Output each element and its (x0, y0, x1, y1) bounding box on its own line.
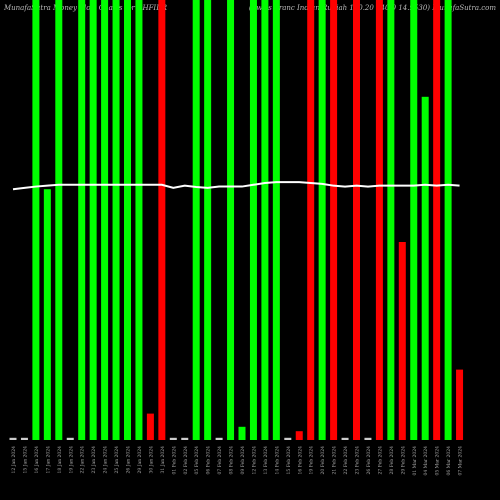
x-tick-label: 05 Mar 2024 (435, 446, 441, 476)
x-tick-label: 09 Feb 2024 (240, 446, 246, 475)
x-tick-label: 01 Feb 2024 (171, 446, 177, 475)
x-tick-label: 22 Jan 2024 (80, 446, 86, 474)
x-tick-label: 31 Jan 2024 (160, 446, 166, 474)
x-tick-label: 25 Jan 2024 (114, 446, 120, 474)
x-tick-label: 30 Jan 2024 (148, 446, 154, 474)
x-tick-label: 21 Feb 2024 (332, 446, 338, 475)
x-tick-label: 18 Jan 2024 (57, 446, 63, 474)
x-tick-label: 23 Feb 2024 (355, 446, 361, 475)
x-tick-label: 20 Feb 2024 (320, 446, 326, 475)
bar (307, 0, 315, 440)
x-tick-label: 16 Jan 2024 (34, 446, 40, 474)
bar (192, 0, 200, 440)
bar (261, 0, 269, 440)
bar (32, 0, 40, 440)
bar (227, 0, 235, 440)
x-tick-label: 19 Feb 2024 (309, 446, 315, 475)
bar (215, 437, 223, 440)
bar (204, 0, 212, 440)
bar (341, 437, 349, 440)
x-tick-label: 06 Feb 2024 (206, 446, 212, 475)
bar (353, 0, 360, 440)
x-tick-label: 02 Feb 2024 (183, 446, 189, 475)
bar (112, 0, 120, 440)
x-tick-label: 15 Feb 2024 (286, 446, 292, 475)
x-tick-label: 15 Jan 2024 (22, 446, 28, 474)
bar (249, 0, 257, 440)
bar (387, 0, 395, 440)
x-tick-label: 12 Feb 2024 (251, 446, 257, 475)
chart-subtitle: (Swiss Franc Indian Rupiah 140.20 140.0 … (249, 4, 497, 12)
bar (238, 426, 246, 440)
bar (364, 437, 372, 440)
x-tick-label: 16 Feb 2024 (297, 446, 303, 475)
x-tick-label: 29 Jan 2024 (137, 446, 143, 474)
x-tick-label: 05 Feb 2024 (194, 446, 200, 475)
x-tick-label: 26 Feb 2024 (366, 446, 372, 475)
x-tick-label: 26 Jan 2024 (126, 446, 132, 474)
bar (272, 0, 280, 440)
x-tick-label: 06 Mar 2024 (446, 446, 452, 476)
chart-title: MunafaSutra Money Flow Charts for CHFIDR (3, 4, 168, 12)
x-tick-label: 07 Feb 2024 (217, 446, 223, 475)
bar (410, 0, 418, 440)
x-tick-label: 04 Mar 2024 (423, 446, 429, 476)
bar (55, 0, 63, 440)
bar (101, 0, 109, 440)
bar (421, 96, 429, 441)
x-tick-label: 29 Feb 2024 (400, 446, 406, 475)
x-tick-label: 01 Mar 2024 (412, 446, 418, 476)
x-tick-label: 17 Jan 2024 (45, 446, 51, 474)
x-tick-label: 07 Mar 2024 (458, 446, 464, 476)
money-flow-line (12, 181, 460, 191)
bar (43, 189, 51, 440)
bar (433, 0, 441, 440)
x-tick-label: 23 Jan 2024 (91, 446, 97, 474)
bar (318, 0, 326, 440)
bar (20, 437, 28, 440)
x-tick-label: 13 Feb 2024 (263, 446, 269, 475)
bar (444, 0, 452, 440)
bar (158, 0, 166, 440)
x-tick-label: 22 Feb 2024 (343, 446, 349, 475)
x-tick-label: 27 Feb 2024 (377, 446, 383, 475)
bar (135, 0, 143, 440)
bar (146, 413, 154, 440)
x-tick-label: 08 Feb 2024 (229, 446, 235, 475)
bar (78, 0, 86, 440)
bar (124, 0, 131, 440)
bar (181, 437, 189, 440)
bar (398, 242, 406, 440)
bar (456, 369, 464, 440)
bar (66, 437, 74, 440)
x-tick-label: 19 Jan 2024 (68, 446, 74, 474)
x-tick-label: 28 Feb 2024 (389, 446, 395, 475)
bar (375, 0, 383, 440)
bar (330, 0, 338, 440)
x-tick-label: 14 Feb 2024 (274, 446, 280, 475)
x-tick-label: 12 Jan 2024 (11, 446, 17, 474)
bar (284, 437, 292, 440)
bar (89, 0, 97, 440)
x-tick-label: 24 Jan 2024 (103, 446, 109, 474)
bar (169, 437, 177, 440)
bar (9, 437, 17, 440)
bar (295, 431, 303, 440)
